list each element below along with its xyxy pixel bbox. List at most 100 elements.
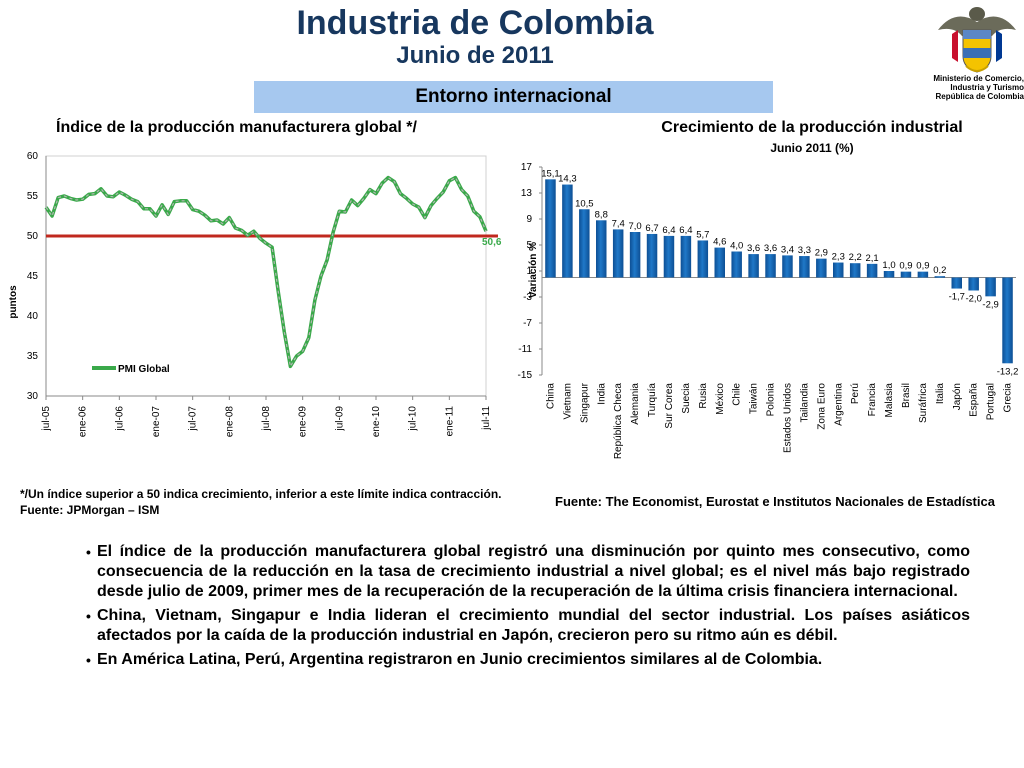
bar — [646, 233, 658, 278]
category-label: Alemania — [630, 383, 641, 425]
data-label: 3,3 — [798, 245, 811, 256]
category-label: Polonia — [766, 383, 777, 417]
category-label: Singapur — [579, 382, 590, 423]
category-label: Vietnam — [562, 383, 573, 420]
category-label: Zona Euro — [816, 383, 827, 430]
data-label: 14,3 — [558, 174, 577, 185]
bar — [799, 256, 810, 278]
bar — [748, 254, 759, 278]
bar — [782, 255, 793, 278]
last-value-label: 50,6 — [482, 237, 502, 248]
pmi-source: Fuente: JPMorgan – ISM — [20, 503, 160, 517]
category-label: República Checa — [613, 383, 624, 460]
bar — [883, 271, 895, 278]
y-tick-label: 17 — [521, 162, 533, 173]
data-label: 2,1 — [865, 253, 878, 264]
data-label: 3,4 — [781, 244, 794, 255]
x-tick-label: jul-05 — [41, 406, 52, 432]
y-tick-label: 60 — [27, 151, 39, 162]
data-label: 10,5 — [575, 198, 594, 209]
data-label: 8,8 — [595, 209, 608, 220]
bullet-list: El índice de la producción manufacturera… — [86, 542, 970, 674]
legend-label: PMI Global — [118, 364, 170, 375]
page-title: Industria de Colombia — [296, 4, 654, 42]
page-subtitle: Junio de 2011 — [396, 42, 554, 69]
data-label: 6,4 — [679, 225, 692, 236]
pmi-footnote: */Un índice superior a 50 indica crecimi… — [20, 487, 502, 501]
data-label: 2,3 — [832, 252, 845, 263]
category-label: Portugal — [986, 383, 997, 420]
bar — [629, 232, 641, 278]
ministry-line: Industria y Turismo — [950, 83, 1024, 92]
bar — [765, 254, 776, 278]
category-label: Chile — [732, 383, 743, 406]
bar — [1002, 277, 1013, 364]
bar — [545, 179, 556, 278]
pmi-series-line — [44, 175, 488, 369]
category-label: Estados Unidos — [782, 383, 793, 453]
category-label: Taiwán — [749, 383, 760, 414]
y-tick-label: -3 — [523, 292, 532, 303]
section-bar: Entorno internacional — [254, 81, 773, 113]
x-tick-label: jul-09 — [334, 406, 345, 432]
bar — [596, 220, 607, 278]
data-label: 7,4 — [612, 218, 625, 229]
pmi-line-chart: 30 35 40 45 50 55 60 jul-05 ene-06 jul-06 ene-07 ju… — [8, 151, 502, 438]
data-label: -1,7 — [949, 292, 965, 303]
ip-bar-chart: 17 13 9 5 1 -3 -7 -11 -15 Variación % 15,1 China 14,… — [518, 162, 1019, 460]
category-label: Japón — [952, 383, 963, 410]
y-tick-label: 40 — [27, 311, 39, 322]
data-label: -2,0 — [965, 294, 981, 305]
data-label: 5,7 — [696, 229, 709, 240]
y-tick-label: 50 — [27, 231, 39, 242]
category-label: España — [969, 383, 980, 417]
x-tick-label: ene-10 — [371, 406, 382, 438]
bar — [917, 271, 929, 278]
data-label: -13,2 — [997, 366, 1019, 377]
category-label: China — [545, 383, 556, 410]
bar — [816, 258, 827, 278]
data-label: 7,0 — [628, 221, 641, 232]
category-label: India — [596, 383, 607, 405]
x-tick-label: ene-11 — [444, 406, 455, 437]
x-tick-label: ene-06 — [78, 406, 89, 438]
y-tick-label: -15 — [518, 370, 533, 381]
bar — [731, 251, 742, 278]
data-label: 0,9 — [899, 261, 912, 272]
bar — [562, 184, 573, 278]
category-label: Malasia — [884, 383, 895, 418]
data-label: 2,9 — [815, 248, 828, 259]
category-label: Perú — [850, 383, 861, 404]
data-label: 4,0 — [730, 241, 743, 252]
data-label: 0,9 — [916, 261, 929, 272]
pmi-chart-title: Índice de la producción manufacturera gl… — [56, 119, 417, 136]
category-label: Grecia — [1003, 383, 1014, 413]
bar — [968, 277, 979, 291]
y-tick-label: 35 — [27, 351, 39, 362]
bullet-item: En América Latina, Perú, Argentina regis… — [86, 650, 970, 670]
data-label: 6,4 — [662, 225, 675, 236]
data-label: 6,7 — [645, 223, 658, 234]
pmi-series-dots — [45, 176, 487, 369]
bar — [612, 229, 624, 278]
ministry-line: República de Colombia — [935, 92, 1024, 101]
bar — [697, 240, 709, 278]
y-tick-label: -11 — [518, 344, 532, 355]
bar — [985, 277, 996, 297]
y-tick-label: 30 — [27, 391, 39, 402]
x-tick-label: jul-10 — [408, 406, 419, 432]
bullet-item: El índice de la producción manufacturera… — [86, 542, 970, 602]
bar — [663, 235, 675, 278]
y-tick-label: 13 — [521, 188, 533, 199]
category-label: Argentina — [833, 383, 844, 426]
coat-of-arms-logo — [938, 7, 1016, 73]
bar — [900, 271, 912, 278]
plot-frame — [45, 155, 487, 397]
bar — [951, 277, 962, 289]
y-tick-label: 9 — [526, 214, 532, 225]
ip-chart-subtitle: Junio 2011 (%) — [770, 141, 854, 155]
x-tick-label: jul-11 — [481, 406, 492, 431]
category-label: Rusia — [698, 383, 709, 409]
data-label: 3,6 — [747, 243, 760, 254]
category-label: Tailandia — [799, 383, 810, 423]
